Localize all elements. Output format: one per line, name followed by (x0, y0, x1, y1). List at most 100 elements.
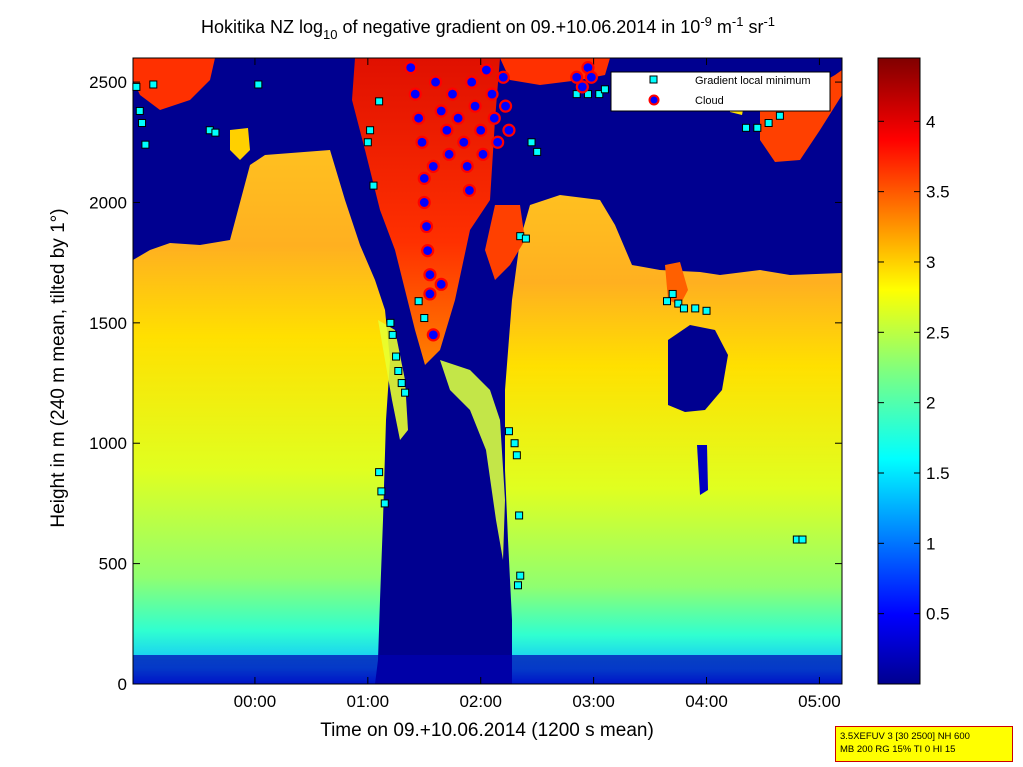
cloud-point (457, 135, 471, 149)
x-axis-ticks: 00:00 01:00 02:00 03:00 04:00 05:00 (234, 58, 841, 711)
gradient-minimum-point (583, 90, 592, 99)
cloud-point (440, 123, 454, 137)
cloud-patch (133, 58, 215, 110)
cloud-point (442, 147, 456, 161)
gradient-minimum-point (388, 330, 397, 339)
cloud-point (408, 87, 422, 101)
cloud-point (426, 159, 440, 173)
cloud-point (451, 111, 465, 125)
cloud-point (487, 111, 501, 125)
gradient-minimum-point (512, 451, 521, 460)
gradient-minimum-point (392, 352, 401, 361)
gradient-minimum-point (516, 571, 525, 580)
y-tick-label: 1500 (89, 314, 127, 333)
aerosol-strand (440, 360, 505, 560)
cloud-markers (404, 61, 598, 342)
y-axis-ticks: 0 500 1000 1500 2000 2500 (89, 73, 842, 694)
cloud-point (498, 99, 513, 113)
y-tick-label: 2000 (89, 193, 127, 212)
colorbar (877, 57, 921, 685)
gradient-minimum-point (135, 106, 144, 115)
cloud-point (491, 135, 505, 149)
cloud-point (445, 87, 460, 101)
gradient-minimum-point (702, 306, 711, 315)
info-line-2: MB 200 RG 15% TI 0 HI 15 (840, 744, 956, 755)
colorbar-tick-label: 3 (926, 253, 935, 272)
gradient-minimum-point (775, 111, 784, 120)
gradient-minimum-point (595, 90, 604, 99)
y-tick-label: 2500 (89, 73, 127, 92)
colorbar-tick-label: 0.5 (926, 605, 950, 624)
x-tick-label: 04:00 (685, 692, 728, 711)
cloud-region (352, 58, 500, 365)
gradient-minimum-point (504, 427, 513, 436)
cloud-point (468, 99, 482, 113)
cloud-point (575, 80, 589, 94)
cloud-point (474, 123, 488, 137)
cloud-point (434, 277, 448, 291)
aerosol-strand (378, 320, 408, 440)
colorbar-tick-label: 1 (926, 534, 935, 553)
gradient-minimum-point (380, 499, 389, 508)
x-tick-label: 00:00 (234, 692, 277, 711)
cloud-point (412, 111, 426, 125)
gradient-minimum-point (527, 138, 536, 147)
cloud-point (462, 183, 477, 198)
gradient-minimum-point (668, 289, 677, 298)
cloud-point (417, 195, 431, 210)
plot-frame (132, 57, 843, 685)
gradient-minimum-point (572, 90, 581, 99)
cloud-point (426, 328, 440, 342)
colorbar-tick-label: 2 (926, 394, 935, 413)
cloud-point (417, 171, 431, 185)
info-box: 3.5XEFUV 3 [30 2500] NH 600 MB 200 RG 15… (835, 726, 1013, 762)
colorbar-tick-label: 3.5 (926, 183, 950, 202)
legend: Gradient local minimum Cloud (610, 71, 831, 112)
gradient-minimum-point (401, 388, 410, 397)
cloud-point (570, 70, 584, 84)
y-axis-label: Height in m (240 m mean, tilted by 1°) (48, 208, 69, 527)
cloud-patch (230, 128, 250, 160)
cloud-point (419, 219, 434, 234)
ground-band (133, 655, 842, 684)
y-tick-label: 1000 (89, 434, 127, 453)
cloud-point (476, 147, 490, 161)
legend-minimum-label: Gradient local minimum (695, 75, 811, 87)
colorbar-ticks: 0.5 1 1.5 2 2.5 3 3.5 4 (878, 112, 950, 624)
gradient-minimum-point (141, 140, 150, 149)
gradient-minimum-point (691, 304, 700, 313)
gradient-minimum-point (375, 97, 384, 106)
cloud-point (421, 244, 435, 258)
gradient-minimum-point (366, 126, 375, 135)
gradient-minimum-point (513, 581, 522, 590)
x-tick-label: 01:00 (347, 692, 390, 711)
x-tick-label: 05:00 (798, 692, 841, 711)
gradient-minimum-point (533, 147, 542, 156)
cloud-patch (485, 205, 525, 280)
gradient-minimum-point (798, 535, 807, 544)
x-tick-label: 03:00 (572, 692, 615, 711)
cloud-point (479, 63, 493, 77)
gradient-minimum-point (521, 234, 530, 243)
x-axis-label: Time on 09.+10.06.2014 (1200 s mean) (320, 720, 654, 741)
gradient-minimum-point (132, 82, 141, 91)
gradient-minimum-point (369, 181, 378, 190)
gradient-minimum-point (515, 511, 524, 520)
cloud-point (485, 87, 499, 101)
gradient-minimum-point (420, 314, 429, 323)
cloud-point (465, 75, 479, 89)
gradient-minimum-point (394, 367, 403, 375)
cloud-point (423, 268, 437, 282)
x-tick-label: 02:00 (459, 692, 502, 711)
gradient-minimum-point (375, 468, 384, 477)
legend-box (610, 71, 831, 112)
aerosol-layer-left (133, 150, 390, 684)
legend-minimum-marker (649, 75, 658, 84)
gradient-minimum-point (138, 119, 147, 128)
gradient-minimum-point (663, 297, 672, 306)
cloud-point (584, 70, 598, 84)
gradient-minimum-point (149, 80, 158, 89)
gradient-minimum-point (386, 318, 395, 327)
cloud-point (434, 104, 448, 118)
info-line-1: 3.5XEFUV 3 [30 2500] NH 600 (840, 731, 970, 742)
